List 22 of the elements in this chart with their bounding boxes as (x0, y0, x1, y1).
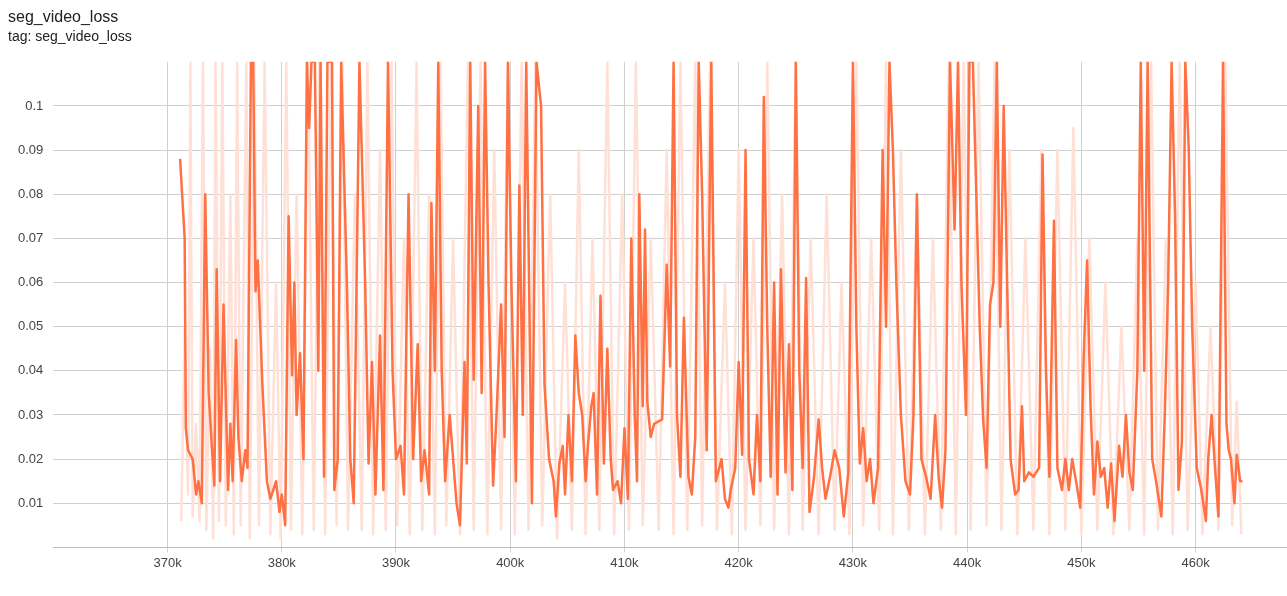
x-tick-label: 400k (496, 554, 525, 570)
y-tick-label: 0.07 (17, 229, 44, 245)
x-tick-label: 370k (153, 554, 183, 570)
x-tick-label: 410k (610, 554, 640, 570)
x-tick-label: 390k (381, 554, 411, 570)
x-tick-label: 440k (953, 554, 982, 570)
y-tick-label: 0.01 (17, 494, 44, 510)
x-tick-label: 450k (1067, 554, 1096, 570)
y-tick-label: 0.04 (17, 362, 44, 378)
y-tick-label: 0.02 (17, 450, 44, 466)
x-tick-label: 420k (724, 554, 754, 570)
y-tick-label: 0.08 (17, 185, 44, 201)
x-tick-label: 430k (838, 554, 868, 570)
x-tick-label: 460k (1181, 554, 1211, 570)
x-tick-label: 380k (267, 554, 297, 570)
chart-title: seg_video_loss (8, 8, 120, 26)
y-tick-label: 0.06 (17, 274, 44, 290)
y-tick-label: 0.03 (17, 406, 44, 422)
y-tick-label: 0.09 (17, 141, 44, 157)
y-tick-label: 0.05 (17, 318, 44, 334)
y-tick-label: 0.1 (25, 97, 44, 113)
chart-subtitle: tag: seg_video_loss (8, 28, 133, 44)
